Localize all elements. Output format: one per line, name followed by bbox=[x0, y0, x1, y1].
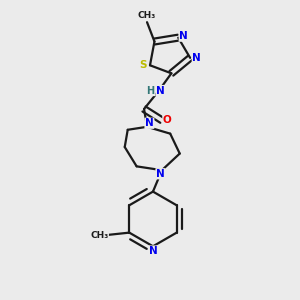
Text: O: O bbox=[163, 115, 172, 125]
Text: CH₃: CH₃ bbox=[138, 11, 156, 20]
Text: N: N bbox=[156, 85, 165, 96]
Text: N: N bbox=[145, 118, 154, 128]
Text: CH₃: CH₃ bbox=[90, 230, 108, 239]
Text: N: N bbox=[149, 246, 158, 256]
Text: N: N bbox=[192, 53, 201, 63]
Text: H: H bbox=[146, 85, 155, 96]
Text: N: N bbox=[156, 169, 165, 179]
Text: S: S bbox=[140, 60, 147, 70]
Text: N: N bbox=[179, 31, 188, 41]
